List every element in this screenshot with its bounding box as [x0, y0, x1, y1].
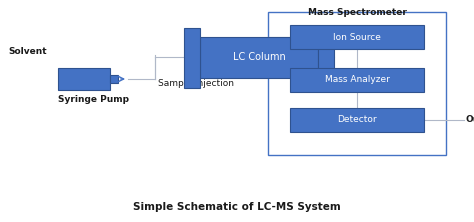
Text: Sample Injection: Sample Injection — [158, 79, 234, 87]
FancyBboxPatch shape — [200, 37, 318, 78]
Text: Mass Analyzer: Mass Analyzer — [325, 75, 390, 85]
Text: Solvent: Solvent — [8, 48, 46, 57]
Text: Syringe Pump: Syringe Pump — [58, 95, 129, 105]
Text: Output: Output — [466, 115, 474, 125]
FancyBboxPatch shape — [318, 28, 334, 88]
FancyBboxPatch shape — [58, 68, 110, 90]
FancyBboxPatch shape — [290, 108, 424, 132]
FancyBboxPatch shape — [110, 75, 118, 83]
Text: Simple Schematic of LC-MS System: Simple Schematic of LC-MS System — [133, 202, 341, 212]
Text: LC Column: LC Column — [233, 52, 285, 63]
FancyBboxPatch shape — [184, 28, 200, 88]
FancyBboxPatch shape — [290, 68, 424, 92]
Text: Mass Spectrometer: Mass Spectrometer — [308, 8, 406, 17]
Text: Detector: Detector — [337, 115, 377, 125]
FancyBboxPatch shape — [290, 25, 424, 49]
Text: Ion Source: Ion Source — [333, 32, 381, 42]
